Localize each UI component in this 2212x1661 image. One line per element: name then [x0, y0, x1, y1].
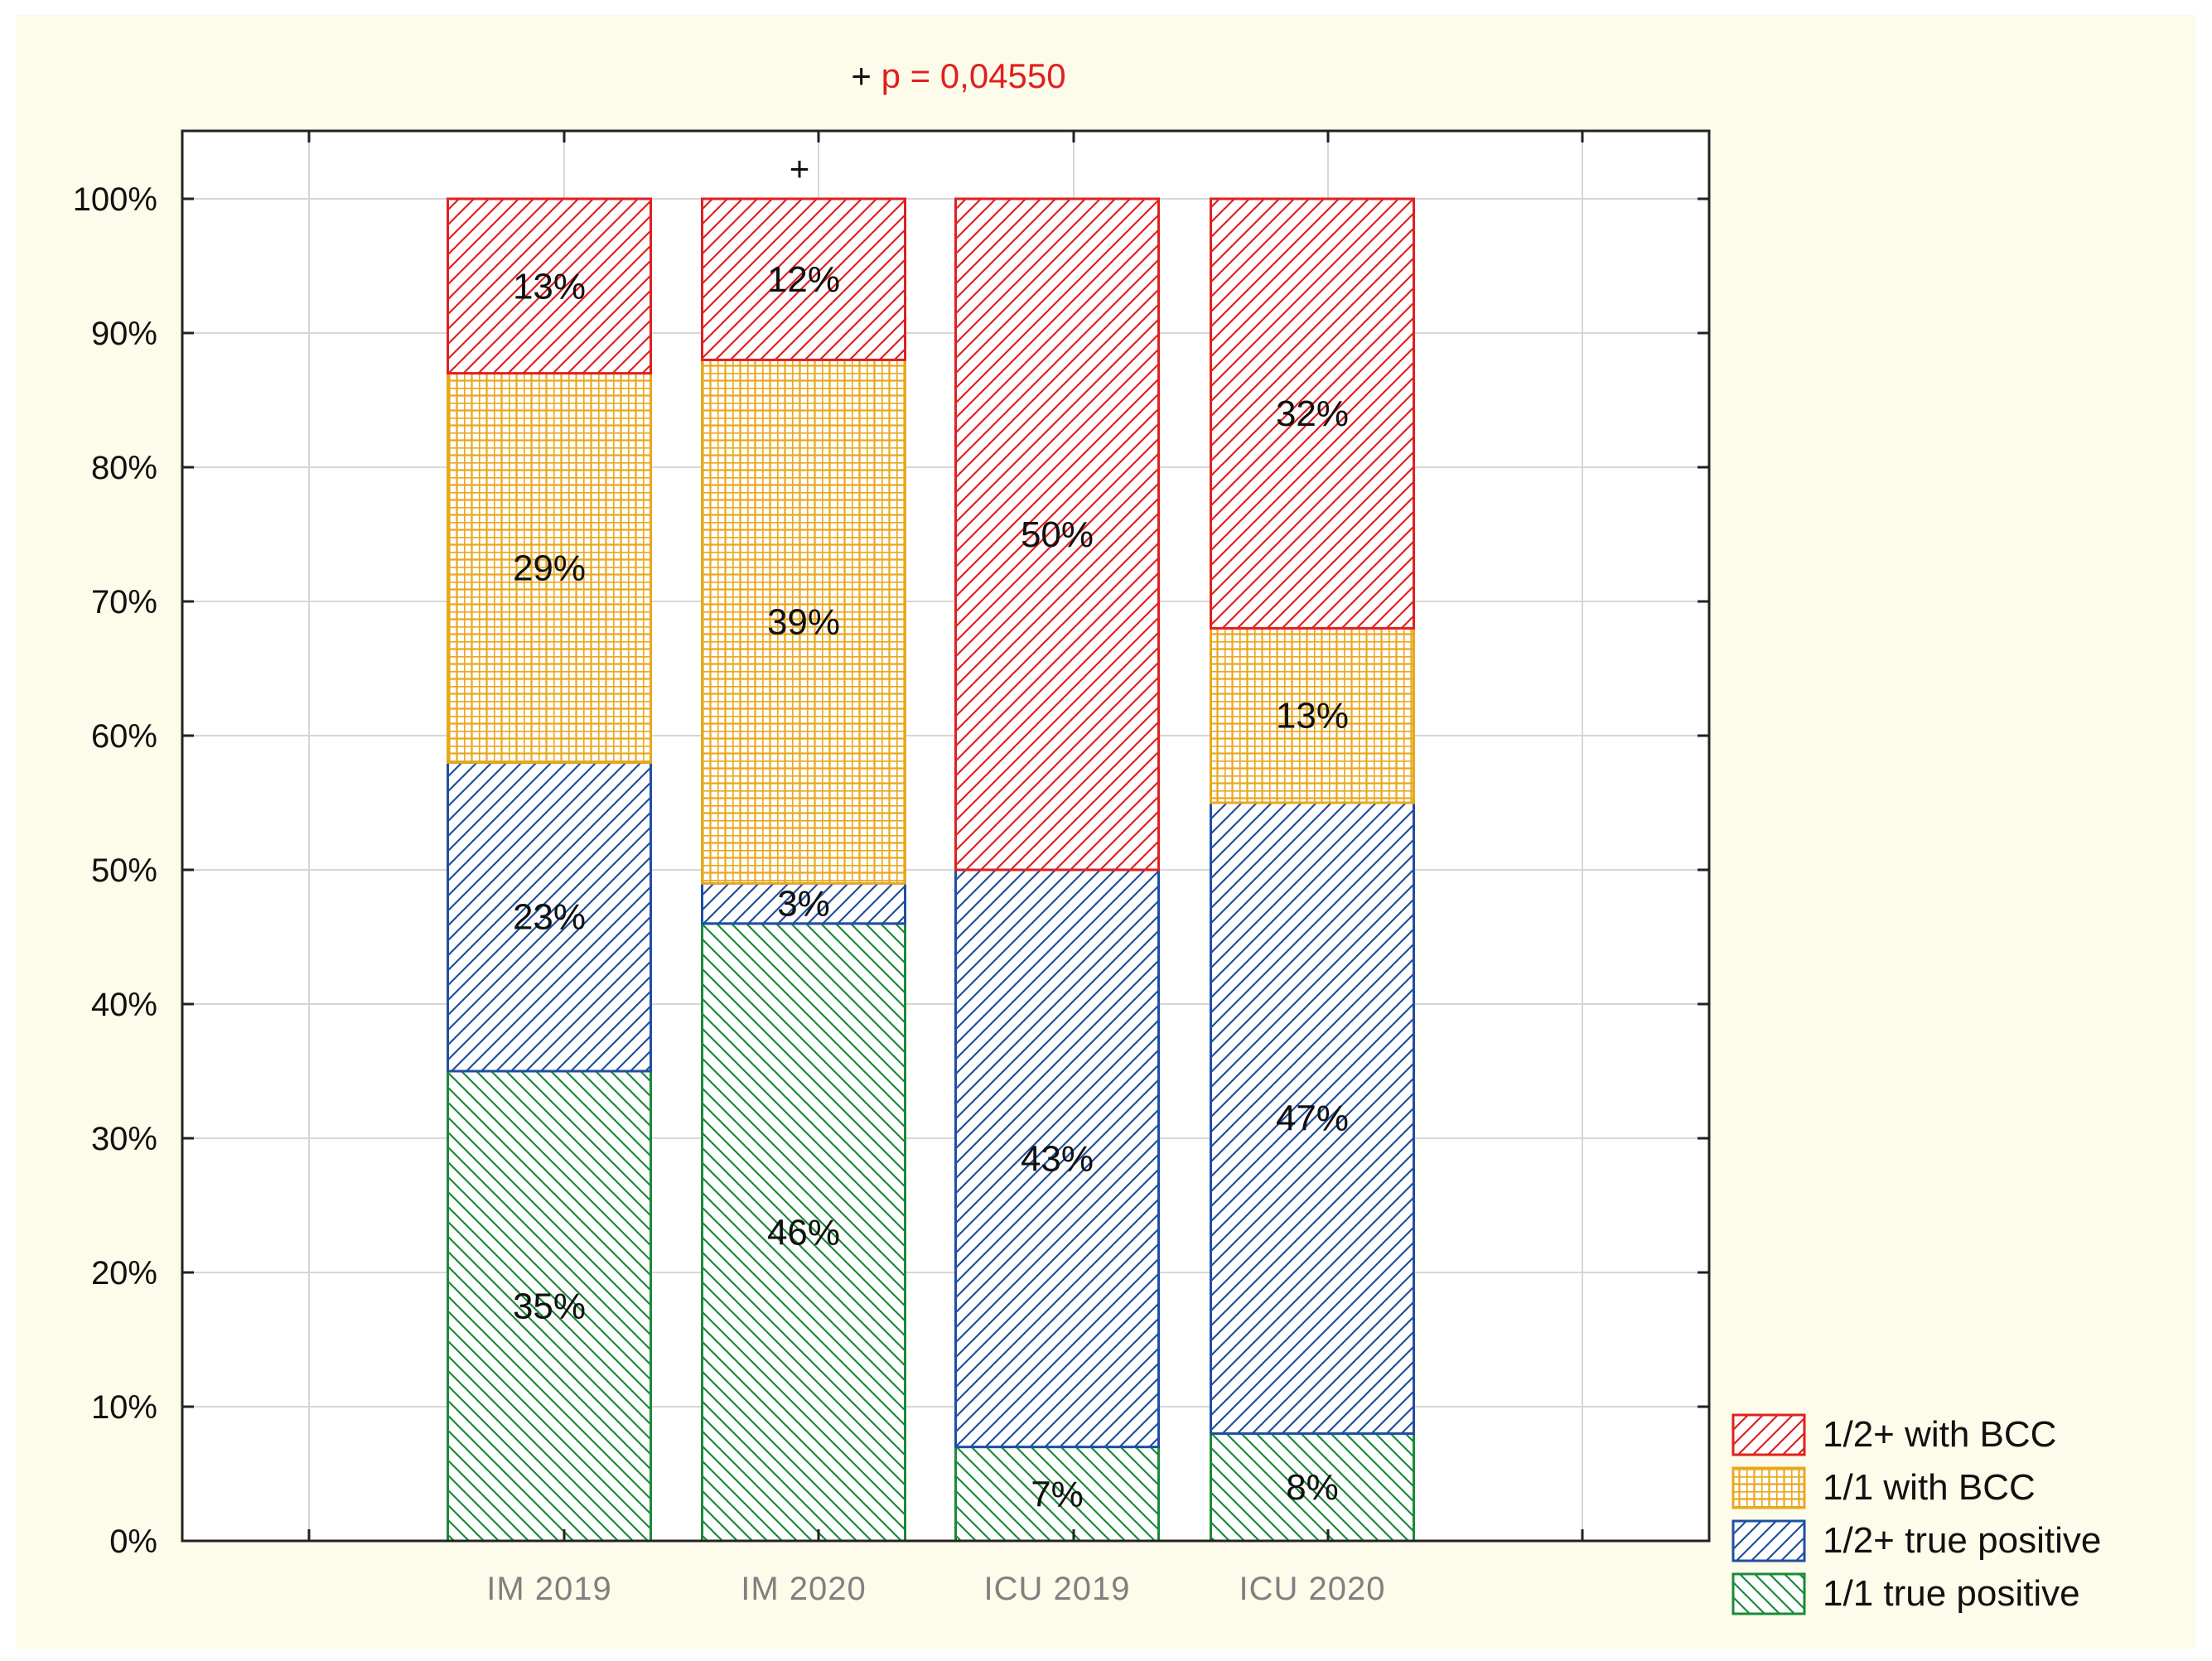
y-tick-label: 60% [91, 718, 157, 755]
legend-swatch [1731, 1572, 1806, 1615]
y-tick-label: 100% [73, 181, 157, 218]
bar-segment [447, 760, 652, 1073]
y-tick-label: 50% [91, 852, 157, 889]
segment-label: 7% [1031, 1474, 1084, 1514]
segment-label: 47% [1276, 1098, 1349, 1139]
segment-label: 3% [777, 884, 830, 925]
bar-segment [447, 372, 652, 764]
significance-marker: + [790, 149, 810, 188]
bar-segment [954, 1446, 1160, 1543]
x-category-label: IM 2019 [486, 1571, 612, 1607]
segment-label: 8% [1286, 1467, 1339, 1508]
legend-swatch [1731, 1519, 1806, 1562]
segment-label: 39% [767, 601, 840, 642]
segment-label: 43% [1021, 1138, 1094, 1179]
bar-segment [701, 881, 906, 925]
bars: 35% 23% 29% 13% 46% 3% 39% 12% 7% 43% 50% 8% 47% 13% 3… [447, 197, 1415, 1543]
y-tick-label: 80% [91, 450, 157, 486]
significance-annotation: + p = 0,04550 + [790, 56, 1066, 188]
bar-segment [701, 197, 906, 361]
legend-label: 1/1 with BCC [1823, 1467, 2036, 1508]
bar-segment [954, 868, 1160, 1449]
bar-segment [701, 922, 906, 1543]
y-tick-label: 90% [91, 316, 157, 352]
segment-label: 35% [513, 1287, 586, 1327]
segment-label: 23% [513, 897, 586, 938]
bar-segment [701, 358, 906, 885]
bar-segment [1210, 626, 1415, 804]
segment-label: 13% [513, 266, 586, 307]
y-tick-label: 10% [91, 1389, 157, 1426]
legend: 1/2+ with BCC 1/1 with BCC 1/2+ true posit… [1731, 1413, 2101, 1615]
chart-container: 35% 23% 29% 13% 46% 3% 39% 12% 7% 43% 50% 8% 47% 13% 3… [17, 15, 2195, 1649]
y-tick-label: 0% [109, 1523, 157, 1560]
bar-segment [447, 197, 652, 375]
y-tick-label: 30% [91, 1121, 157, 1157]
bar-segment [1210, 197, 1415, 630]
segment-label: 29% [513, 548, 586, 589]
bar-segment [1210, 801, 1415, 1435]
segment-label: 13% [1276, 696, 1349, 736]
legend-label: 1/2+ with BCC [1823, 1414, 2056, 1455]
bar-segment [954, 197, 1160, 872]
bar-segment [447, 1070, 652, 1543]
plot-area [182, 131, 1709, 1541]
plot-frame [181, 129, 1711, 1543]
segment-label: 50% [1021, 514, 1094, 555]
x-category-label: ICU 2019 [984, 1571, 1131, 1607]
segment-label: 46% [767, 1212, 840, 1253]
x-category-label: ICU 2020 [1239, 1571, 1386, 1607]
legend-label: 1/2+ true positive [1823, 1520, 2101, 1561]
legend-label: 1/1 true positive [1823, 1573, 2080, 1614]
p-value-annotation: + p = 0,04550 [851, 56, 1065, 95]
legend-swatch [1731, 1413, 1806, 1456]
legend-swatch [1731, 1466, 1806, 1509]
y-tick-label: 20% [91, 1255, 157, 1292]
segment-label: 12% [767, 259, 840, 300]
grid-lines [182, 131, 1709, 1541]
x-category-label: IM 2020 [741, 1571, 867, 1607]
axes: 0% 10% 20% 30% 40% 50% 60% 70% 80% 90% 100% IM 2019… [73, 129, 1711, 1607]
segment-label: 32% [1276, 394, 1349, 434]
y-tick-label: 40% [91, 987, 157, 1023]
y-tick-label: 70% [91, 584, 157, 620]
stacked-bar-chart: 35% 23% 29% 13% 46% 3% 39% 12% 7% 43% 50% 8% 47% 13% 3… [73, 56, 2101, 1615]
